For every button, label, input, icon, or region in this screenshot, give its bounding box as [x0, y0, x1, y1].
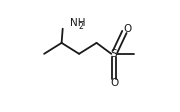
- Text: S: S: [111, 49, 117, 59]
- Text: O: O: [110, 78, 118, 88]
- Text: O: O: [123, 24, 131, 34]
- Text: 2: 2: [78, 22, 83, 31]
- Text: NH: NH: [70, 18, 86, 28]
